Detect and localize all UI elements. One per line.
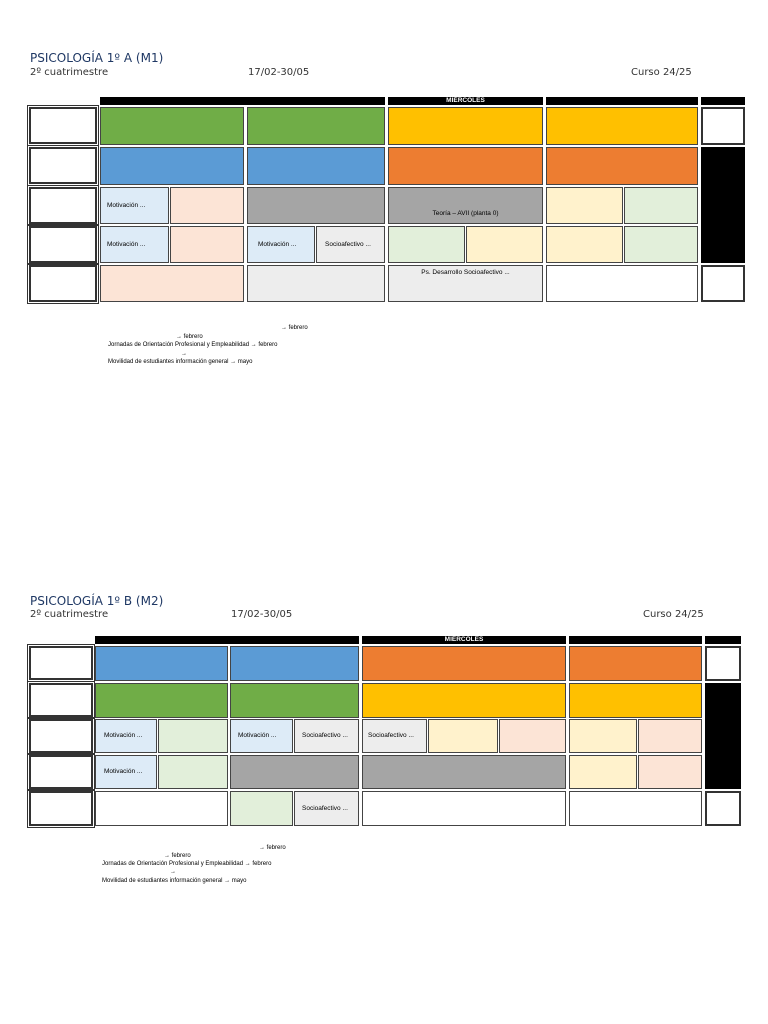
class-block-motivacion[interactable]: Motivación ... <box>100 187 169 224</box>
class-block-socioafectivo[interactable]: Socioafectivo ... <box>294 791 359 826</box>
course-label: Curso 24/25 <box>643 609 704 620</box>
blocked-cell <box>705 683 741 789</box>
class-block[interactable] <box>170 187 244 224</box>
time-slot-cell <box>27 789 95 828</box>
empty-cell <box>95 791 228 826</box>
day-header-wednesday: MIÉRCOLES <box>388 97 543 105</box>
class-block[interactable] <box>362 755 566 789</box>
class-block[interactable] <box>95 646 228 681</box>
blocked-cell <box>701 147 745 263</box>
empty-cell <box>705 646 741 681</box>
class-block[interactable] <box>158 755 228 789</box>
class-block[interactable] <box>569 755 637 789</box>
note-line: Jornadas de Orientación Profesional y Em… <box>102 861 272 867</box>
class-block-motivacion[interactable]: Motivación ... <box>247 226 315 263</box>
class-block[interactable] <box>569 646 702 681</box>
class-block[interactable] <box>466 226 543 263</box>
class-block-desarrollo-socioafectivo[interactable]: Ps. Desarrollo Socioafectivo ... <box>388 265 543 302</box>
empty-cell <box>569 791 702 826</box>
class-block[interactable] <box>100 147 244 185</box>
page-title: PSICOLOGÍA 1º A (M1) <box>30 51 164 65</box>
class-block-motivacion[interactable]: Motivación ... <box>95 755 157 789</box>
empty-cell <box>546 265 698 302</box>
class-block[interactable] <box>230 791 293 826</box>
class-block-motivacion[interactable]: Motivación ... <box>100 226 169 263</box>
time-slot-cell <box>27 145 99 186</box>
class-block[interactable] <box>170 226 244 263</box>
time-slot-cell <box>27 681 95 719</box>
empty-cell <box>705 791 741 826</box>
class-block[interactable] <box>362 683 566 718</box>
time-slot-cell <box>27 185 99 226</box>
date-range-label: 17/02-30/05 <box>248 67 310 78</box>
class-block[interactable] <box>569 683 702 718</box>
time-slot-cell <box>27 105 99 146</box>
class-block-teoria[interactable]: Teoría – AVII (planta 0) <box>388 187 543 224</box>
day-header-mon-tue <box>100 97 385 105</box>
semester-label: 2º cuatrimestre <box>30 609 109 620</box>
time-slot-cell <box>27 753 95 791</box>
day-header-thursday <box>546 97 698 105</box>
note-line: Movilidad de estudiantes información gen… <box>102 878 247 884</box>
class-block[interactable] <box>546 226 623 263</box>
class-block-motivacion[interactable]: Motivación ... <box>230 719 293 753</box>
time-slot-cell <box>27 224 99 265</box>
note-line: → febrero <box>281 325 308 331</box>
class-block[interactable] <box>100 265 244 302</box>
note-line: Jornadas de Orientación Profesional y Em… <box>108 342 278 348</box>
day-header-friday <box>705 636 741 644</box>
note-line: → <box>181 351 187 357</box>
note-line: → <box>170 869 176 875</box>
class-block[interactable] <box>499 719 566 753</box>
class-block-socioafectivo[interactable]: Socioafectivo ... <box>316 226 385 263</box>
class-block[interactable] <box>569 719 637 753</box>
date-range-label: 17/02-30/05 <box>231 609 293 620</box>
time-slot-cell <box>27 263 99 304</box>
class-block[interactable] <box>95 683 228 718</box>
day-header-wednesday: MIÉRCOLES <box>362 636 566 644</box>
class-block[interactable] <box>230 646 359 681</box>
class-block[interactable] <box>624 187 698 224</box>
class-block[interactable] <box>546 187 623 224</box>
empty-cell <box>701 107 745 145</box>
class-block-socioafectivo[interactable]: Socioafectivo ... <box>362 719 427 753</box>
note-line: → febrero <box>259 845 286 851</box>
class-block[interactable] <box>638 719 702 753</box>
class-block[interactable] <box>546 147 698 185</box>
day-header-mon-tue <box>95 636 359 644</box>
note-line: → febrero <box>164 853 191 859</box>
class-block[interactable] <box>230 683 359 718</box>
class-block-socioafectivo[interactable]: Socioafectivo ... <box>294 719 359 753</box>
class-block[interactable] <box>624 226 698 263</box>
class-block[interactable] <box>247 147 385 185</box>
course-label: Curso 24/25 <box>631 67 692 78</box>
class-block[interactable] <box>388 147 543 185</box>
class-block[interactable] <box>428 719 498 753</box>
day-header-thursday <box>569 636 702 644</box>
class-block[interactable] <box>158 719 228 753</box>
day-header-friday <box>701 97 745 105</box>
class-block-motivacion[interactable]: Motivación ... <box>95 719 157 753</box>
class-block[interactable] <box>546 107 698 145</box>
time-slot-cell <box>27 717 95 755</box>
class-block[interactable] <box>638 755 702 789</box>
class-block[interactable] <box>100 107 244 145</box>
note-line: Movilidad de estudiantes información gen… <box>108 359 253 365</box>
class-block[interactable] <box>247 187 385 224</box>
class-block[interactable] <box>388 107 543 145</box>
semester-label: 2º cuatrimestre <box>30 67 109 78</box>
class-block[interactable] <box>362 646 566 681</box>
class-block[interactable] <box>247 107 385 145</box>
note-line: → febrero <box>176 334 203 340</box>
empty-cell <box>701 265 745 302</box>
class-block[interactable] <box>230 755 359 789</box>
time-slot-cell <box>27 644 95 682</box>
class-block[interactable] <box>247 265 385 302</box>
class-block[interactable] <box>388 226 465 263</box>
page-title: PSICOLOGÍA 1º B (M2) <box>30 594 164 608</box>
empty-cell <box>362 791 566 826</box>
